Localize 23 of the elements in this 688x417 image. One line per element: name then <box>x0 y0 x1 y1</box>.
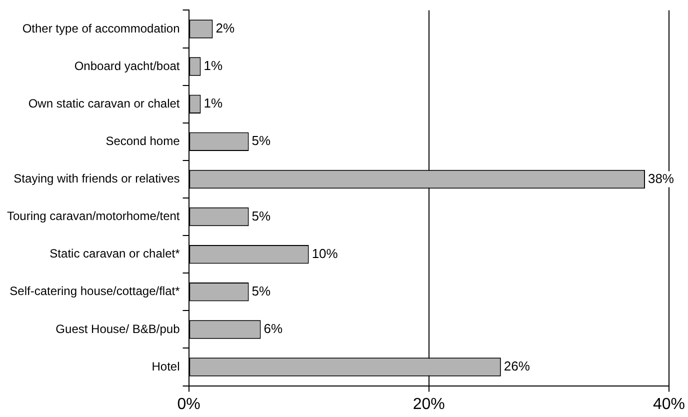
y-tick-label: Hotel <box>152 359 180 374</box>
data-label: 5% <box>252 208 272 224</box>
data-label: 1% <box>204 58 223 74</box>
y-tick-label: Self-catering house/cottage/flat* <box>10 284 180 298</box>
y-tick-label: Touring caravan/motorhome/tent <box>6 209 180 224</box>
y-tick-label: Second home <box>106 134 180 148</box>
x-tick-label: 20% <box>412 396 445 413</box>
y-tick-label: Guest House/ B&B/pub <box>56 322 180 336</box>
y-tick-label: Onboard yacht/boat <box>74 58 180 73</box>
data-label: 6% <box>264 321 284 336</box>
data-label: 1% <box>204 96 223 111</box>
x-tick-label: 40% <box>652 396 686 413</box>
data-label: 10% <box>312 246 338 261</box>
data-label: 2% <box>216 20 235 36</box>
data-label: 5% <box>252 283 272 298</box>
data-label: 38% <box>648 170 674 186</box>
x-tick-label: 0% <box>177 396 200 413</box>
y-tick-label: Static caravan or chalet* <box>50 246 180 261</box>
y-tick-label: Staying with friends or relatives <box>14 172 180 186</box>
y-tick-label: Own static caravan or chalet <box>28 96 180 110</box>
y-tick-label: Other type of accommodation <box>22 21 180 36</box>
data-label: 5% <box>252 133 272 148</box>
data-label: 26% <box>504 358 530 374</box>
